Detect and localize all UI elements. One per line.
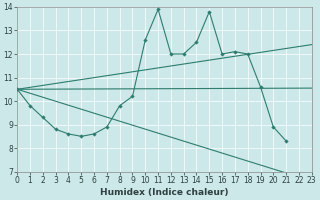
X-axis label: Humidex (Indice chaleur): Humidex (Indice chaleur) bbox=[100, 188, 229, 197]
